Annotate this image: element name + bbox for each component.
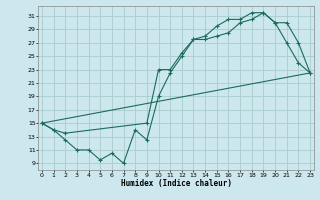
X-axis label: Humidex (Indice chaleur): Humidex (Indice chaleur) <box>121 179 231 188</box>
